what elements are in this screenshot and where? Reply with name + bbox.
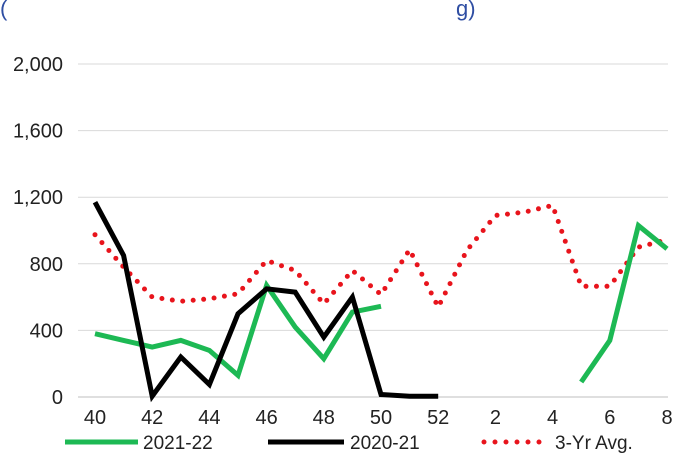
x-axis-tick-labels: 40 42 44 46 48 50 52 2 4 6 8 [84, 407, 673, 429]
legend-label: 3-Yr Avg. [555, 433, 633, 453]
y-tick-label: 1,200 [13, 187, 63, 209]
y-tick-label: 800 [30, 254, 63, 276]
x-tick-label: 44 [198, 407, 220, 429]
x-tick-label: 40 [84, 407, 106, 429]
legend-label: 2020-21 [350, 433, 420, 453]
x-tick-label: 50 [370, 407, 392, 429]
series-line-2021-22 [579, 221, 669, 384]
x-tick-label: 2 [490, 407, 501, 429]
series-lines [92, 201, 670, 403]
chart-title-fragment-end: g) [456, 0, 476, 21]
x-tick-label: 52 [427, 407, 449, 429]
y-tick-label: 1,600 [13, 121, 63, 143]
x-tick-label: 8 [661, 407, 672, 429]
x-tick-label: 42 [141, 407, 163, 429]
chart-title-fragment: ( [0, 0, 8, 21]
x-tick-label: 4 [547, 407, 558, 429]
y-tick-label: 400 [30, 320, 63, 342]
y-tick-label: 2,000 [13, 54, 63, 76]
legend-label: 2021-22 [143, 433, 213, 453]
series-line-3-yr-avg [92, 202, 670, 313]
gridlines [78, 63, 668, 331]
y-axis-tick-labels: 0 400 800 1,200 1,600 2,000 [13, 54, 63, 409]
x-tick-label: 6 [604, 407, 615, 429]
legend: 2021-22 2020-21 3-Yr Avg. [65, 433, 633, 453]
y-tick-label: 0 [52, 387, 63, 409]
x-tick-label: 46 [255, 407, 277, 429]
series-line-2020-21 [92, 201, 439, 403]
x-tick-label: 48 [313, 407, 335, 429]
